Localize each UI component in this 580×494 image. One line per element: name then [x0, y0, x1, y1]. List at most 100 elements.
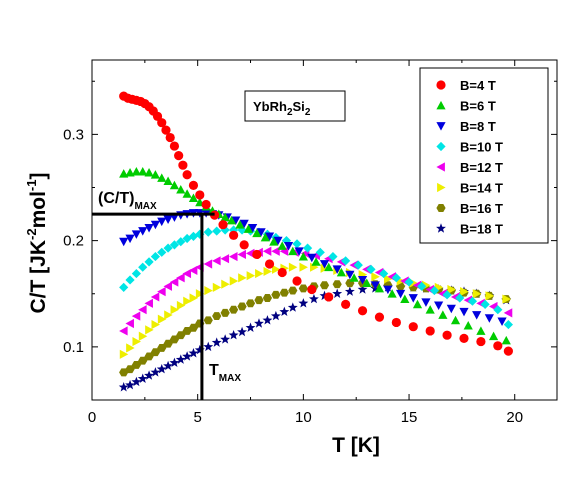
data-point: [119, 349, 129, 359]
data-point: [425, 305, 435, 314]
data-point: [188, 323, 199, 332]
data-point: [319, 281, 330, 290]
data-point: [252, 228, 262, 238]
data-point: [252, 249, 262, 260]
data-point: [203, 316, 213, 325]
data-point: [480, 299, 490, 309]
data-point: [315, 247, 325, 257]
compound-label: YbRh2Si2: [244, 90, 346, 122]
data-point: [246, 271, 256, 281]
data-point: [279, 288, 289, 297]
data-point: [189, 293, 199, 303]
data-point: [292, 276, 302, 286]
data-point: [165, 132, 175, 143]
data-point: [125, 168, 135, 177]
data-point: [221, 279, 230, 289]
data-point: [476, 336, 486, 347]
data-point: [245, 299, 256, 308]
data-point: [138, 262, 148, 272]
data-point: [203, 341, 214, 352]
data-point: [157, 287, 166, 297]
data-point: [476, 326, 486, 335]
data-point: [229, 305, 239, 314]
data-point: [288, 246, 298, 256]
data-point: [157, 173, 167, 182]
data-point: [371, 272, 380, 282]
data-point: [255, 268, 264, 279]
data-points: [118, 91, 513, 392]
data-point: [370, 281, 380, 290]
compound-label-sub2: 2: [305, 107, 311, 118]
data-point: [195, 289, 205, 299]
legend-label: B=18 T: [460, 222, 503, 237]
data-point: [119, 169, 129, 178]
data-point: [183, 296, 192, 306]
data-point: [138, 227, 148, 236]
data-point: [212, 282, 222, 292]
data-point: [131, 376, 142, 387]
legend-label: B=4 T: [460, 78, 496, 93]
data-point: [220, 254, 230, 264]
plot-frame: [91, 59, 558, 401]
data-point: [287, 302, 298, 312]
data-point: [150, 251, 161, 262]
data-point: [228, 329, 239, 340]
legend-label: B=16 T: [460, 201, 503, 216]
data-point: [269, 237, 279, 246]
data-point: [131, 311, 141, 321]
data-point: [408, 322, 418, 332]
data-point: [298, 284, 308, 293]
y-tick-label: 0.3: [63, 126, 84, 143]
data-point: [157, 217, 167, 227]
data-point: [203, 227, 213, 237]
data-point: [299, 262, 308, 272]
legend-marker: [436, 162, 445, 172]
data-point: [273, 236, 283, 246]
data-point: [182, 351, 193, 361]
plot-area: [91, 59, 558, 401]
data-point: [488, 331, 499, 341]
data-point: [220, 212, 230, 222]
data-point: [503, 308, 513, 318]
data-point: [493, 341, 503, 351]
data-point: [400, 294, 410, 303]
data-point: [125, 275, 135, 285]
data-point: [332, 280, 342, 289]
data-point: [150, 220, 161, 230]
data-point: [195, 190, 205, 200]
data-point: [254, 296, 264, 305]
data-point: [237, 302, 247, 311]
data-point: [307, 284, 317, 295]
data-point: [262, 315, 273, 325]
data-point: [169, 277, 179, 287]
data-point: [263, 266, 273, 277]
data-point: [144, 298, 153, 308]
y-axis-title: C/T [JK-2mol-1]: [24, 173, 50, 314]
data-point: [203, 259, 213, 269]
data-point: [298, 251, 308, 261]
max-marker-lines: [92, 212, 215, 400]
ct-max-annotation-main: (C/T): [98, 190, 134, 207]
data-point: [144, 168, 154, 177]
data-point: [288, 286, 298, 295]
data-point: [341, 299, 351, 309]
data-point: [163, 215, 173, 224]
data-point: [383, 274, 393, 284]
data-point: [391, 273, 401, 283]
data-point: [421, 298, 431, 307]
data-point: [131, 268, 141, 279]
data-point: [357, 306, 368, 316]
data-point: [328, 251, 338, 262]
data-point: [503, 346, 513, 356]
data-point: [324, 262, 334, 272]
data-point: [175, 354, 186, 364]
data-point: [188, 193, 199, 203]
data-point: [138, 305, 147, 315]
data-point: [412, 299, 423, 309]
legend-box: [419, 67, 549, 244]
data-point: [271, 290, 281, 299]
data-point: [161, 125, 171, 135]
data-point: [229, 251, 238, 262]
data-point: [239, 240, 249, 250]
